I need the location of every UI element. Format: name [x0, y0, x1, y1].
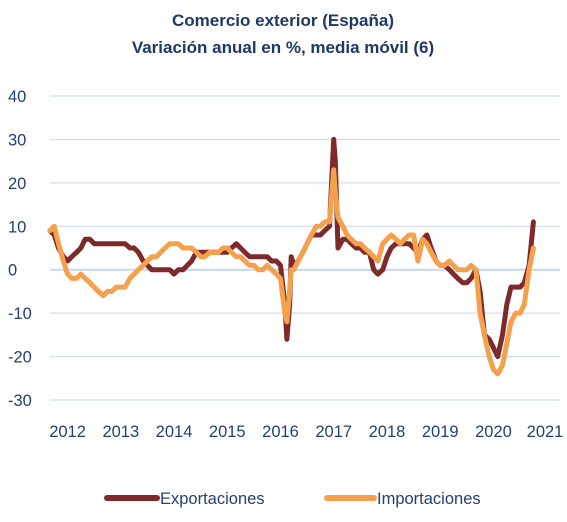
y-tick-label: 40 [8, 88, 26, 106]
y-tick-label: 10 [8, 218, 26, 236]
x-tick-label: 2018 [369, 423, 406, 441]
x-tick-label: 2020 [475, 423, 512, 441]
y-tick-label: 20 [8, 175, 26, 193]
x-tick-label: 2017 [315, 423, 352, 441]
legend-label-importaciones: Importaciones [377, 490, 481, 508]
y-tick-label: -30 [8, 392, 32, 410]
x-tick-label: 2015 [209, 423, 246, 441]
series-line-exportaciones [47, 136, 536, 360]
x-tick-label: 2012 [49, 423, 86, 441]
legend-label-exportaciones: Exportaciones [160, 490, 265, 508]
y-tick-label: -10 [8, 305, 32, 323]
x-tick-label: 2013 [102, 423, 139, 441]
x-tick-label: 2014 [156, 423, 193, 441]
legend: Exportaciones Importaciones [104, 490, 481, 508]
chart-title: Comercio exterior (España) [172, 11, 394, 30]
x-axis-tick-labels: 2012 2013 2014 2015 2016 2017 2018 2019 2020 2021 [49, 423, 563, 441]
y-tick-label: 0 [8, 262, 17, 280]
y-tick-label: -20 [8, 349, 32, 367]
y-tick-label: 30 [8, 131, 26, 149]
series-line-importaciones [47, 167, 536, 377]
y-axis-tick-labels: 40 30 20 10 0 -10 -20 -30 [8, 88, 32, 410]
series-lines [47, 136, 536, 377]
x-tick-label: 2016 [262, 423, 299, 441]
chart-subtitle: Variación anual en %, media móvil (6) [132, 38, 434, 57]
x-tick-label: 2021 [527, 423, 564, 441]
x-tick-label: 2019 [422, 423, 459, 441]
